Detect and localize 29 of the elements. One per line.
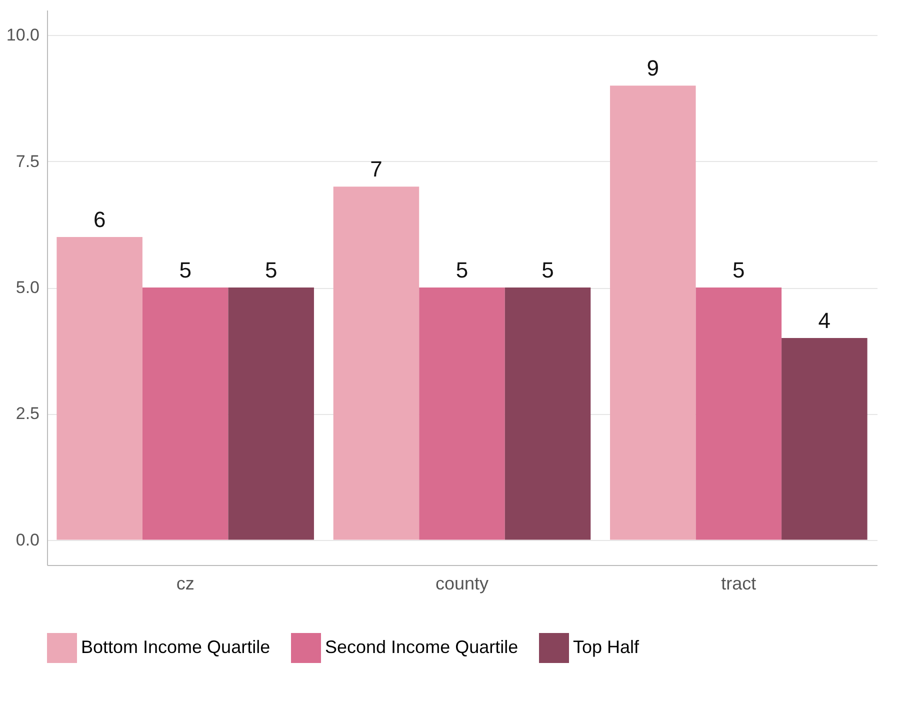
bar xyxy=(419,288,505,540)
bar xyxy=(228,288,314,540)
data-label: 6 xyxy=(93,207,106,232)
data-label: 5 xyxy=(179,258,192,282)
bar xyxy=(504,288,591,540)
x-tick-label: cz xyxy=(176,574,194,594)
data-label: 7 xyxy=(370,156,382,182)
bar xyxy=(610,86,696,540)
data-label: 9 xyxy=(646,56,660,81)
x-tick-label: county xyxy=(435,574,489,594)
legend-label: Bottom Income Quartile xyxy=(81,637,270,657)
y-tick-label: 5.0 xyxy=(16,278,40,297)
bar xyxy=(333,186,420,540)
data-label: 5 xyxy=(732,258,745,282)
bar xyxy=(56,237,142,540)
bar xyxy=(142,288,228,540)
legend-label: Second Income Quartile xyxy=(325,637,518,657)
data-label: 5 xyxy=(264,258,278,282)
y-tick-label: 7.5 xyxy=(16,152,40,171)
legend-label: Top Half xyxy=(573,637,640,657)
bar xyxy=(696,288,782,540)
data-label: 5 xyxy=(542,258,554,282)
data-label: 5 xyxy=(456,258,468,282)
x-tick-label: tract xyxy=(721,574,756,594)
bar xyxy=(782,338,868,540)
y-tick-label: 10.0 xyxy=(6,26,40,45)
y-tick-label: 0.0 xyxy=(16,530,40,550)
data-label: 4 xyxy=(818,308,831,333)
y-tick-label: 2.5 xyxy=(16,404,40,424)
